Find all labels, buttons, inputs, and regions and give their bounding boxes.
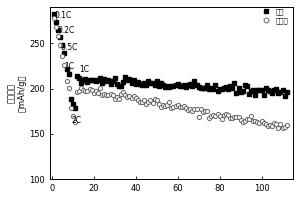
未包覆 <box>209 115 213 117</box>
未包覆 <box>232 115 236 118</box>
Text: 1C: 1C <box>64 62 74 71</box>
包覆 <box>184 86 188 88</box>
Text: 2C: 2C <box>72 116 82 125</box>
包覆 <box>212 88 215 90</box>
未包覆 <box>134 97 137 99</box>
Line: 包覆: 包覆 <box>52 13 288 110</box>
Text: 0.1C: 0.1C <box>55 11 72 20</box>
未包覆 <box>279 123 282 125</box>
未包覆 <box>285 124 289 126</box>
包覆 <box>279 90 282 93</box>
Y-axis label: 放电容量
（mAh/g）: 放电容量 （mAh/g） <box>7 74 26 112</box>
Legend: 包覆, 未包覆: 包覆, 未包覆 <box>258 7 290 25</box>
未包覆 <box>52 17 56 19</box>
Text: 1C: 1C <box>79 65 89 74</box>
包覆 <box>235 91 238 94</box>
包覆 <box>285 91 289 93</box>
Text: 0.2C: 0.2C <box>57 26 74 35</box>
Line: 未包覆: 未包覆 <box>52 16 289 130</box>
包覆 <box>73 107 77 110</box>
包覆 <box>52 13 56 15</box>
包覆 <box>222 86 226 89</box>
未包覆 <box>182 105 186 107</box>
Text: 0.5C: 0.5C <box>60 43 78 52</box>
包覆 <box>136 81 140 83</box>
未包覆 <box>277 127 280 129</box>
未包覆 <box>220 118 224 120</box>
